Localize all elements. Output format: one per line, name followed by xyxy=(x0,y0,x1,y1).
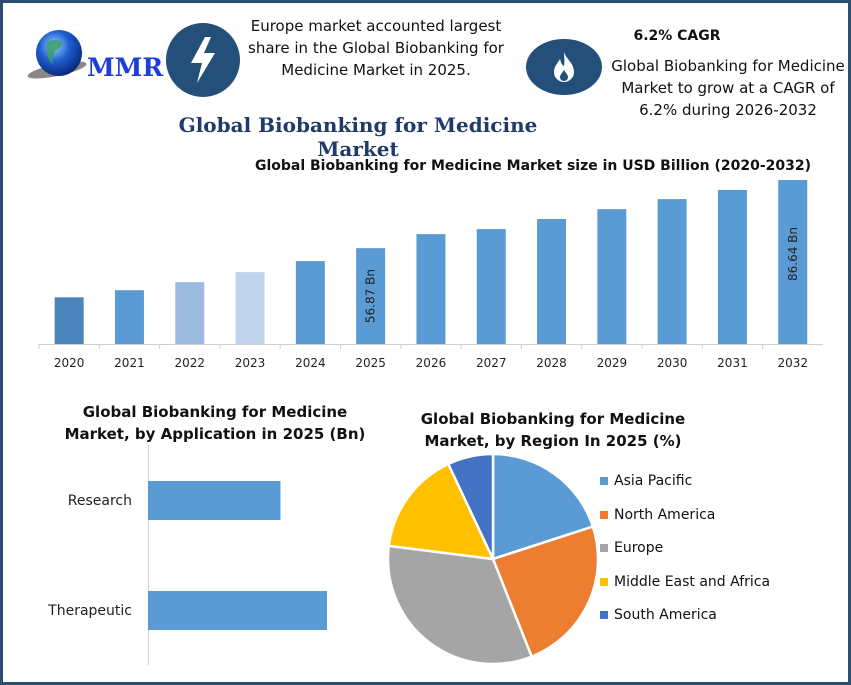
cagr-text: Global Biobanking for Medicine Market to… xyxy=(611,57,845,119)
legend-item-south-america: South America xyxy=(600,607,717,623)
cagr-heading: 6.2% CAGR xyxy=(633,28,721,44)
slice-asia-pacific xyxy=(491,452,595,561)
x-tick-label-2030: 2030 xyxy=(657,356,688,370)
application-chart-title: Global Biobanking for Medicine Market, b… xyxy=(64,403,366,443)
x-tick-label-2027: 2027 xyxy=(476,356,507,370)
legend-item-asia-pacific: Asia Pacific xyxy=(600,473,692,489)
legend-item-north-america: North America xyxy=(600,507,715,523)
data-label-2025: 56.87 Bn xyxy=(364,269,378,323)
legend-swatch xyxy=(600,544,608,552)
region-legend: Asia Pacific North America Europe Middle Ea… xyxy=(600,473,840,643)
flame-circle xyxy=(526,39,602,95)
legend-swatch xyxy=(600,577,608,586)
x-tick-label-2021: 2021 xyxy=(114,356,145,370)
bar-2023 xyxy=(235,272,265,344)
legend-swatch xyxy=(600,477,608,485)
category-label-therapeutic: Therapeutic xyxy=(47,603,132,619)
x-tick-label-2025: 2025 xyxy=(355,356,386,370)
bar-therapeutic xyxy=(148,591,327,630)
lightning-circle xyxy=(166,23,240,97)
x-tick-label-2023: 2023 xyxy=(235,356,266,370)
lightning-bolt-icon xyxy=(191,37,215,83)
legend-label: South America xyxy=(614,607,717,623)
bar-2030 xyxy=(657,199,687,344)
slice-middle-east-and-africa xyxy=(387,462,496,561)
x-tick-label-2028: 2028 xyxy=(536,356,567,370)
region-chart-title: Global Biobanking for Medicine Market, b… xyxy=(420,410,686,450)
x-tick-label-2031: 2031 xyxy=(717,356,748,370)
bar-2022 xyxy=(175,282,205,344)
legend-item-middle-east-and-africa: Middle East and Africa xyxy=(600,574,770,590)
globe-icon xyxy=(27,30,87,79)
slice-south-america xyxy=(446,452,495,560)
x-tick-label-2022: 2022 xyxy=(174,356,205,370)
legend-label: Asia Pacific xyxy=(614,473,693,489)
bar-2027 xyxy=(476,229,506,344)
europe-highlight-text: Europe market accounted largest share in… xyxy=(248,17,504,79)
bar-2031 xyxy=(717,189,747,344)
bar-2021 xyxy=(114,290,144,344)
market-size-chart-title: Global Biobanking for Medicine Market si… xyxy=(254,158,812,174)
application-bar-chart: Research Therapeutic xyxy=(47,445,327,665)
x-tick-label-2020: 2020 xyxy=(54,356,85,370)
legend-swatch xyxy=(600,611,608,619)
logo-text: MMR xyxy=(87,53,164,82)
x-tick-label-2026: 2026 xyxy=(416,356,447,370)
bar-research xyxy=(148,481,281,520)
x-tick-label-2024: 2024 xyxy=(295,356,326,370)
market-size-bar-chart: 2020 2021 2022 2023 2024 2025 56.87 Bn 2026 2027… xyxy=(38,180,823,370)
legend-swatch xyxy=(600,510,608,519)
region-pie-chart xyxy=(386,452,600,666)
bar-2024 xyxy=(295,261,325,344)
x-tick-label-2029: 2029 xyxy=(597,356,628,370)
bar-2020 xyxy=(54,297,84,344)
page-title: Global Biobanking for Medicine Market xyxy=(178,113,538,161)
bar-2029 xyxy=(597,209,627,344)
bar-2032 xyxy=(778,180,808,344)
data-label-2032: 86.64 Bn xyxy=(786,227,800,281)
x-tick-label-2032: 2032 xyxy=(777,356,808,370)
legend-item-europe: Europe xyxy=(600,540,663,556)
flame-icon xyxy=(554,52,574,82)
legend-label: North America xyxy=(614,506,716,523)
slice-europe xyxy=(386,544,534,666)
mmr-logo: MMR xyxy=(17,25,164,83)
category-label-research: Research xyxy=(68,493,132,509)
bar-2025 xyxy=(356,248,386,344)
bar-2028 xyxy=(537,219,567,344)
legend-label: Europe xyxy=(614,540,664,556)
legend-label: Middle East and Africa xyxy=(614,573,771,590)
bar-2026 xyxy=(416,234,446,344)
